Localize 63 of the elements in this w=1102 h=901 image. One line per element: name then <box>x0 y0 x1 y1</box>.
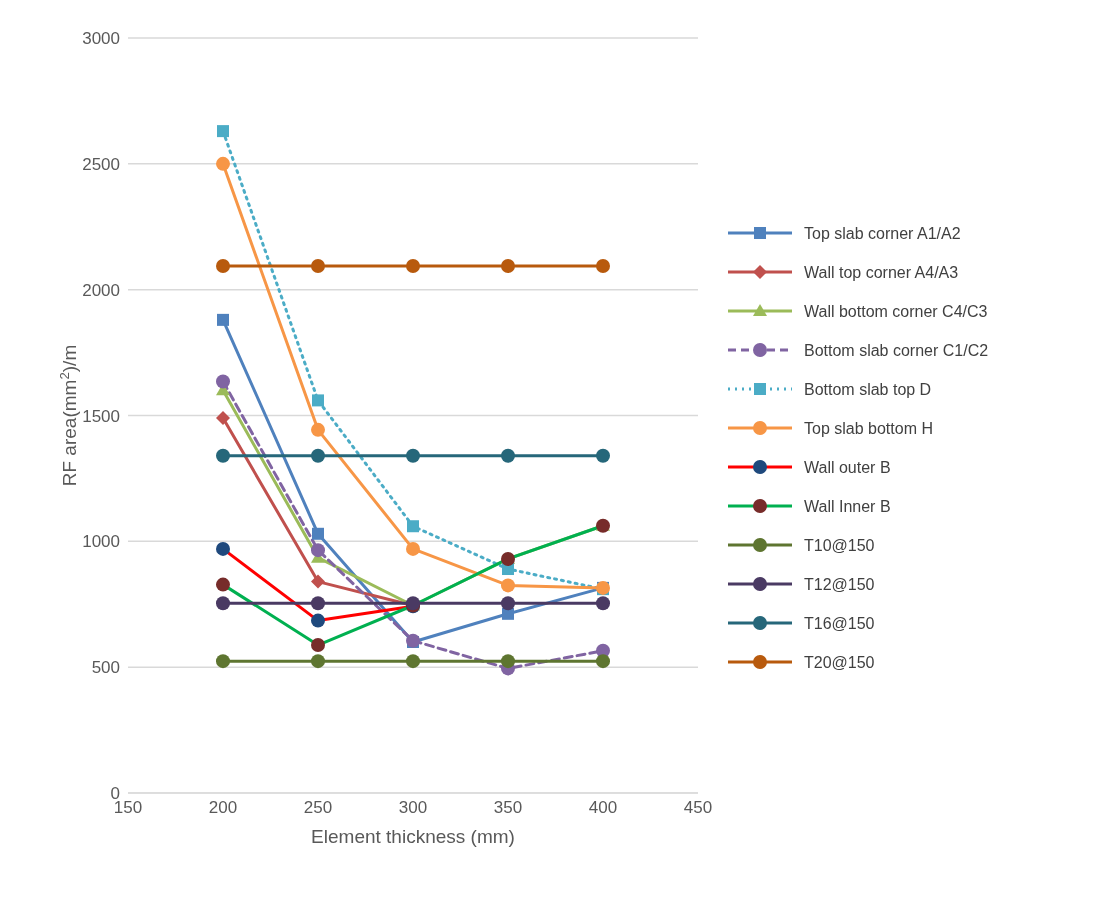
point <box>311 613 325 628</box>
x-axis-title: Element thickness (mm) <box>311 826 515 847</box>
y-tick-label: 3000 <box>82 29 120 49</box>
point <box>312 394 324 407</box>
legend-label: Wall top corner A4/A3 <box>804 263 959 281</box>
y-tick-label: 2000 <box>82 280 120 300</box>
point <box>217 125 229 138</box>
point <box>311 574 325 589</box>
point <box>501 578 515 593</box>
legend-label: T20@150 <box>804 653 875 671</box>
point <box>312 527 324 540</box>
x-tick-label: 200 <box>208 798 238 818</box>
y-tick-label: 2500 <box>82 154 120 174</box>
point <box>216 411 230 426</box>
point <box>406 541 420 556</box>
point <box>216 374 230 389</box>
x-tick-label: 250 <box>303 798 333 818</box>
point <box>216 654 230 669</box>
point <box>217 313 229 326</box>
point <box>501 596 515 611</box>
point <box>596 654 610 669</box>
legend-label: T16@150 <box>804 614 875 632</box>
x-tick-label: 350 <box>493 798 523 818</box>
legend-label: Top slab bottom H <box>804 419 933 437</box>
legend-label: Top slab corner A1/A2 <box>804 224 961 242</box>
x-tick-label: 400 <box>588 798 618 818</box>
legend-label: Bottom slab top D <box>804 380 932 398</box>
x-tick-label: 450 <box>683 798 713 818</box>
x-tick-label: 150 <box>113 798 143 818</box>
legend-label: Wall Inner B <box>804 497 891 515</box>
point <box>406 448 420 463</box>
y-tick-label: 1500 <box>82 406 120 426</box>
legend-label: T10@150 <box>804 536 875 554</box>
point <box>596 448 610 463</box>
point <box>311 259 325 274</box>
legend-label: Wall bottom corner C4/C3 <box>804 302 988 320</box>
point <box>501 448 515 463</box>
y-tick-label: 1000 <box>82 532 120 552</box>
point <box>406 259 420 274</box>
point <box>311 422 325 437</box>
point <box>216 156 230 171</box>
legend-label: Wall outer B <box>804 458 891 476</box>
point <box>311 543 325 558</box>
point <box>216 541 230 556</box>
point <box>311 596 325 611</box>
point <box>216 596 230 611</box>
point <box>216 448 230 463</box>
legend-label: T12@150 <box>804 575 875 593</box>
point <box>596 259 610 274</box>
point <box>311 654 325 669</box>
point <box>501 654 515 669</box>
point <box>406 654 420 669</box>
x-tick-label: 300 <box>398 798 428 818</box>
point <box>216 577 230 592</box>
point <box>407 520 419 533</box>
legend-label: Bottom slab corner C1/C2 <box>804 341 989 359</box>
point <box>311 448 325 463</box>
point <box>501 259 515 274</box>
point <box>216 259 230 274</box>
y-tick-label: 500 <box>91 658 120 678</box>
point <box>596 596 610 611</box>
point <box>311 638 325 653</box>
point <box>502 607 514 620</box>
